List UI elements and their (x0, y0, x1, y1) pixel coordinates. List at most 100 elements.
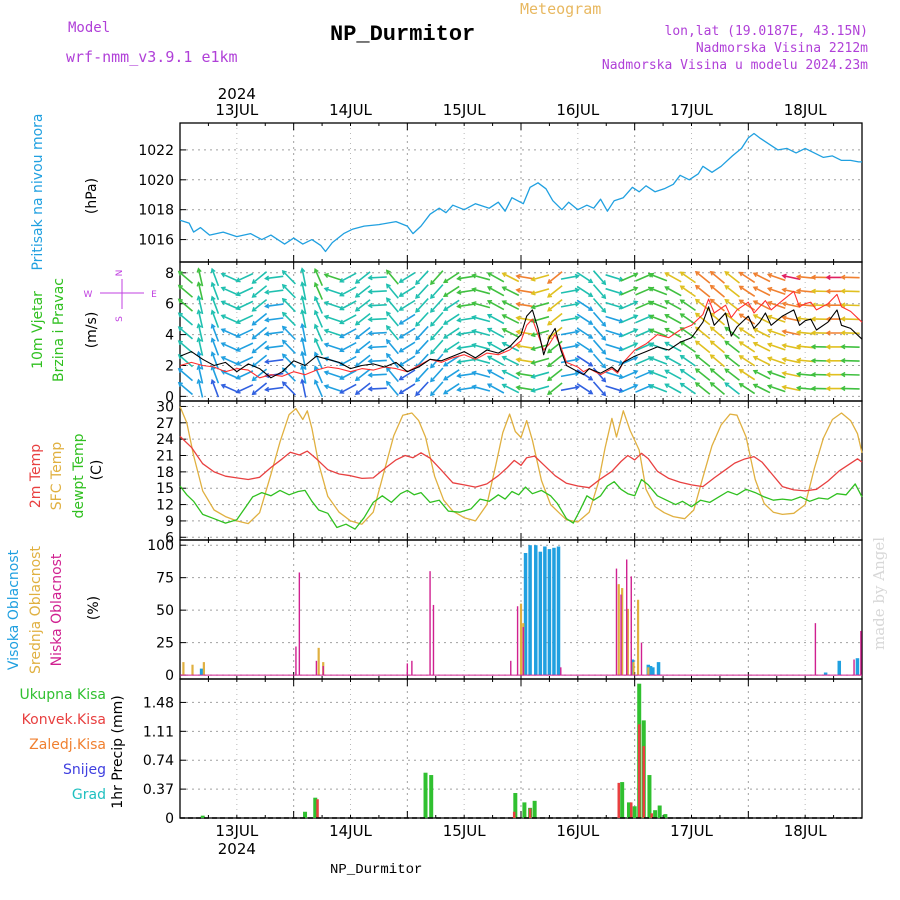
wind-arrow (531, 315, 550, 323)
wind-arrow-head (752, 341, 758, 347)
wind-arrow (649, 287, 668, 296)
wind-arrow-head (825, 358, 831, 364)
wind-arrow-head (648, 370, 655, 376)
wind-arrow-head (601, 363, 607, 369)
precip-bar (423, 772, 428, 818)
wind-arrow (457, 358, 476, 363)
wind-arrow-head (196, 295, 202, 301)
wind-arrow-head (313, 365, 319, 371)
wind-arrow-head (601, 280, 607, 286)
wind-compass: N S W E (84, 270, 158, 322)
wind-arrow-head (601, 335, 607, 341)
wind-arrow (265, 331, 284, 335)
wind-arrow-head (367, 302, 373, 309)
wind-arrow-head (724, 326, 730, 332)
wind-arrow-head (354, 306, 360, 312)
wind-arrow-head (177, 270, 183, 276)
wind-arrow-head (385, 325, 391, 331)
precip-bar (620, 782, 625, 818)
wind-arrow-head (415, 335, 421, 341)
wind-arrow-head (633, 286, 639, 292)
precip-legend-item: Konvek.Kisa (22, 712, 106, 728)
wind-arrow (487, 314, 505, 325)
precip-bar (513, 793, 518, 818)
wind-arrow (211, 296, 220, 314)
wind-arrow (472, 274, 491, 281)
wind-arrow-head (501, 314, 507, 319)
wind-arrow-head (220, 314, 226, 320)
wind-arrow (531, 274, 550, 281)
wind-arrow-head (385, 269, 391, 275)
wind-arrow (592, 311, 606, 327)
wind-arrow-head (415, 307, 421, 313)
wind-arrow-head (430, 349, 435, 355)
wind-arrow-head (323, 342, 329, 348)
wind-arrow (753, 356, 771, 366)
wind-arrow-head (633, 328, 639, 334)
wind-arrow (576, 327, 593, 339)
wind-arrow (695, 312, 711, 326)
wind-arrow-head (738, 313, 744, 319)
wind-arrow-head (196, 336, 202, 343)
wind-arrow (178, 284, 194, 298)
wind-arrow-head (840, 302, 846, 308)
wind-arrow-head (442, 320, 449, 325)
wind-arrow-head (648, 384, 655, 389)
precip-bar (313, 797, 318, 818)
wind-arrow (560, 372, 579, 378)
wind-arrow-head (664, 286, 670, 291)
wind-arrow-head (515, 301, 521, 307)
wind-arrow (767, 273, 786, 282)
wind-arrow (314, 324, 324, 342)
wind-arrow-head (313, 351, 319, 357)
wind-arrow-head (781, 287, 787, 293)
wind-arrow-head (547, 390, 553, 396)
wind-arrow (324, 315, 343, 323)
cloud-bar (823, 672, 828, 676)
wind-arrow-head (235, 277, 241, 283)
high-cloud-axis-title: Visoka Oblacnost (6, 549, 22, 670)
precip-bar (528, 808, 532, 818)
wind-arrow (252, 340, 268, 354)
date-label-top: 18JUL (784, 101, 827, 119)
wind-arrow-head (210, 295, 216, 301)
date-label-top: 13JUL (215, 101, 258, 119)
wind-arrow (399, 285, 416, 297)
wind-arrow-head (679, 299, 685, 304)
wind-arrow (560, 302, 579, 308)
wind-arrow (265, 358, 284, 363)
wind-arrow-head (177, 298, 183, 304)
wind-arrow-head (313, 379, 319, 385)
wind-arrow (649, 315, 668, 324)
wind-arrow-head (354, 292, 360, 298)
wind-arrow (576, 369, 593, 381)
wind-arrow (487, 341, 505, 353)
wind-arrow-head (709, 326, 715, 332)
wind-arrow-head (354, 320, 360, 326)
wind-arrow (178, 368, 194, 382)
wind-arrow (221, 328, 239, 338)
wind-arrow-head (648, 272, 655, 278)
wind-arrow-head (235, 305, 241, 311)
wind-arrow (399, 369, 416, 381)
precip-bar (653, 810, 658, 818)
wind-arrow (635, 328, 653, 338)
wind-arrow (502, 272, 520, 283)
wind-arrow (710, 298, 726, 312)
wind-arrow-head (323, 328, 329, 334)
wind-arrow-head (574, 287, 581, 293)
wind-arrow (301, 337, 307, 356)
wind-arrow-head (588, 389, 594, 395)
wind-arrow (753, 383, 771, 394)
wind-arrow-head (530, 373, 536, 379)
cloud-bar (519, 603, 523, 676)
wind-arrow (252, 285, 268, 298)
wind-arrow-head (251, 320, 257, 326)
wind-arrow (605, 287, 624, 295)
cloud-bar (837, 660, 842, 676)
wind-arrows (177, 267, 860, 398)
wind-arrow-head (574, 384, 581, 391)
wind-arrow (430, 270, 444, 285)
temp-unit: (C) (89, 460, 105, 481)
wind-arrow (301, 268, 307, 287)
